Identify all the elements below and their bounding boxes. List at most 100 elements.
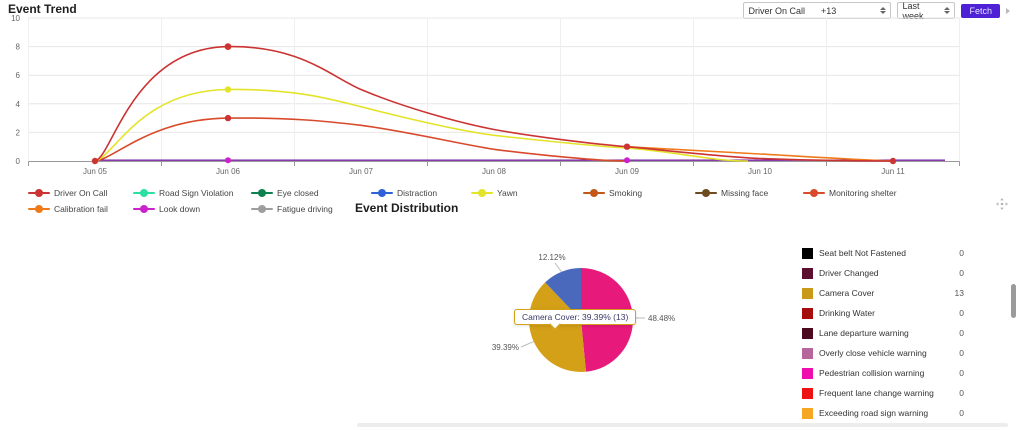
legend-swatch-icon xyxy=(802,387,813,399)
svg-text:8: 8 xyxy=(16,43,21,52)
pie-legend-count: 0 xyxy=(959,388,964,398)
pie-legend-row-drinking-water[interactable]: Drinking Water 0 xyxy=(802,303,964,323)
pie-legend-row-overly-close-vehicle-warning[interactable]: Overly close vehicle warning 0 xyxy=(802,343,964,363)
fetch-button[interactable]: Fetch xyxy=(961,3,1000,18)
range-select-value: Last week xyxy=(902,0,924,21)
legend-swatch-icon xyxy=(802,247,813,259)
svg-text:Jun 07: Jun 07 xyxy=(349,167,374,176)
line-marker-icon xyxy=(371,187,393,199)
pie-legend-label: Overly close vehicle warning xyxy=(819,348,927,358)
legend-item-smoking[interactable]: Smoking xyxy=(583,187,695,199)
pie-legend-label: Exceeding road sign warning xyxy=(819,408,929,418)
legend-swatch-icon xyxy=(802,287,813,299)
pie-legend-label: Lane departure warning xyxy=(819,328,909,338)
legend-item-distraction[interactable]: Distraction xyxy=(371,187,471,199)
svg-text:39.39%: 39.39% xyxy=(492,343,519,352)
x-gridlines xyxy=(28,18,960,161)
pie-legend-row-pedestrian-collision-warning[interactable]: Pedestrian collision warning 0 xyxy=(802,363,964,383)
pie-legend-label: Driver Changed xyxy=(819,268,879,278)
series-line-monitoring-shelter xyxy=(94,117,628,162)
pie-slice-blue[interactable] xyxy=(545,268,581,320)
event-trend-chart: 0 2 4 6 8 10 Jun 05 Jun 06 Jun 07 Jun 08… xyxy=(11,14,960,176)
y-gridlines xyxy=(28,17,960,133)
data-point-markers xyxy=(91,43,897,165)
legend-item-driver-on-call[interactable]: Driver On Call xyxy=(28,187,133,199)
svg-text:Jun 11: Jun 11 xyxy=(881,167,905,176)
legend-item-label: Driver On Call xyxy=(54,188,108,198)
legend-item-monitoring-shelter[interactable]: Monitoring shelter xyxy=(803,187,933,199)
legend-swatch-icon xyxy=(802,347,813,359)
legend-swatch-icon xyxy=(802,307,813,319)
pie-legend-row-lane-departure-warning[interactable]: Lane departure warning 0 xyxy=(802,323,964,343)
svg-text:2: 2 xyxy=(16,128,21,137)
pie-legend-count: 13 xyxy=(954,288,964,298)
x-axis xyxy=(28,161,960,166)
line-marker-icon xyxy=(251,203,273,215)
legend-item-road-sign-violation[interactable]: Road Sign Violation xyxy=(133,187,251,199)
svg-text:10: 10 xyxy=(11,14,20,23)
trend-series-lines xyxy=(94,45,894,162)
pie-legend-count: 0 xyxy=(959,408,964,418)
pie-legend-label: Seat belt Not Fastened xyxy=(819,248,906,258)
svg-text:Jun 08: Jun 08 xyxy=(482,167,507,176)
pie-legend-label: Pedestrian collision warning xyxy=(819,368,925,378)
pie-legend-count: 0 xyxy=(959,328,964,338)
legend-item-label: Smoking xyxy=(609,188,643,198)
legend-item-label: Look down xyxy=(159,204,201,214)
line-marker-icon xyxy=(251,187,273,199)
legend-item-label: Yawn xyxy=(497,188,518,198)
pie-slice-camera-cover[interactable] xyxy=(529,282,586,372)
legend-item-label: Calibration fail xyxy=(54,204,108,214)
svg-text:Jun 06: Jun 06 xyxy=(216,167,241,176)
line-marker-icon xyxy=(583,187,605,199)
legend-item-missing-face[interactable]: Missing face xyxy=(695,187,803,199)
legend-item-label: Distraction xyxy=(397,188,438,198)
series-line-yawn xyxy=(94,88,749,162)
pie-legend-row-frequent-lane-change-warning[interactable]: Frequent lane change warning 0 xyxy=(802,383,964,403)
svg-text:Jun 05: Jun 05 xyxy=(83,167,108,176)
legend-swatch-icon xyxy=(802,327,813,339)
svg-text:12.12%: 12.12% xyxy=(538,253,565,262)
line-marker-icon xyxy=(471,187,493,199)
pie-legend-row-exceeding-road-sign-warning[interactable]: Exceeding road sign warning 0 xyxy=(802,403,964,423)
pie-slice-labels: 48.48% 12.12% 39.39% xyxy=(492,253,675,352)
pie-legend-count: 0 xyxy=(959,368,964,378)
pie-legend: Seat belt Not Fastened 0 Driver Changed 0 Ca… xyxy=(802,243,964,423)
legend-swatch-icon xyxy=(802,407,813,419)
pie-legend-count: 0 xyxy=(959,348,964,358)
horizontal-scrollbar[interactable] xyxy=(357,423,1008,427)
event-distribution-pie: 48.48% 12.12% 39.39% xyxy=(492,253,675,372)
pie-tooltip: Camera Cover: 39.39% (13) xyxy=(514,309,637,325)
legend-item-label: Eye closed xyxy=(277,188,319,198)
spinner-icon[interactable] xyxy=(872,7,887,14)
pie-legend-count: 0 xyxy=(959,268,964,278)
svg-text:4: 4 xyxy=(16,100,21,109)
legend-item-eye-closed[interactable]: Eye closed xyxy=(251,187,371,199)
svg-text:0: 0 xyxy=(16,157,21,166)
legend-item-yawn[interactable]: Yawn xyxy=(471,187,583,199)
line-marker-icon xyxy=(803,187,825,199)
pie-legend-count: 0 xyxy=(959,308,964,318)
legend-item-look-down[interactable]: Look down xyxy=(133,203,251,215)
move-icon[interactable] xyxy=(996,198,1008,210)
pie-legend-row-driver-changed[interactable]: Driver Changed 0 xyxy=(802,263,964,283)
pie-legend-row-camera-cover[interactable]: Camera Cover 13 xyxy=(802,283,964,303)
pie-legend-row-seat-belt-not-fastened[interactable]: Seat belt Not Fastened 0 xyxy=(802,243,964,263)
svg-text:48.48%: 48.48% xyxy=(648,314,675,323)
x-axis-labels: Jun 05 Jun 06 Jun 07 Jun 08 Jun 09 Jun 1… xyxy=(83,167,905,176)
line-marker-icon xyxy=(133,203,155,215)
svg-text:Jun 10: Jun 10 xyxy=(748,167,773,176)
legend-swatch-icon xyxy=(802,267,813,279)
legend-swatch-icon xyxy=(802,367,813,379)
pie-legend-label: Frequent lane change warning xyxy=(819,388,934,398)
svg-text:Jun 09: Jun 09 xyxy=(615,167,640,176)
spinner-icon[interactable] xyxy=(936,7,951,14)
legend-item-label: Monitoring shelter xyxy=(829,188,897,198)
series-line-calibration-fail xyxy=(626,145,894,162)
line-marker-icon xyxy=(695,187,717,199)
series-line-driver-on-call xyxy=(94,45,894,162)
vertical-scrollbar-thumb[interactable] xyxy=(1011,284,1016,318)
legend-item-calibration-fail[interactable]: Calibration fail xyxy=(28,203,133,215)
legend-item-fatigue-driving[interactable]: Fatigue driving xyxy=(251,203,371,215)
pie-legend-count: 0 xyxy=(959,248,964,258)
